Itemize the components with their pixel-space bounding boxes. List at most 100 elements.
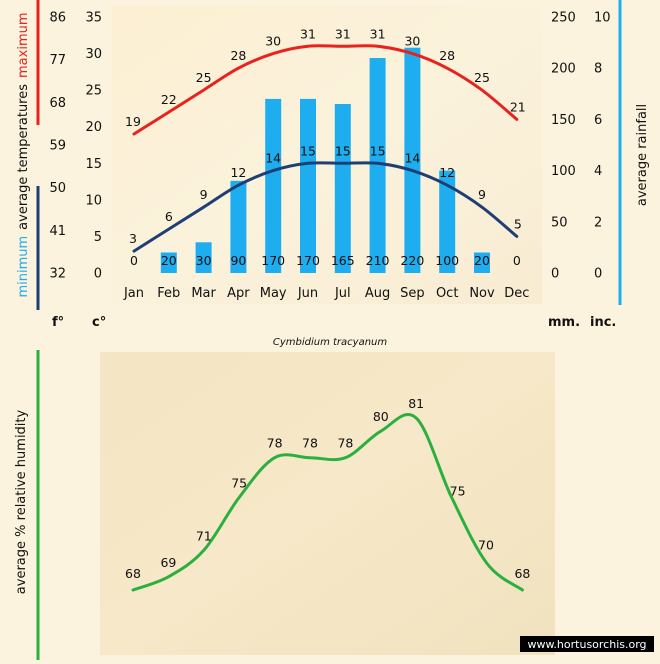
minimum-value-label: 12 <box>439 165 455 180</box>
rainfall-bar-feb <box>160 252 177 273</box>
month-tick-label: Aug <box>365 286 390 301</box>
humidity-value-label: 81 <box>408 396 424 411</box>
rainfall-axis-label: average rainfall <box>635 104 650 206</box>
inch-unit-label: inc. <box>590 315 616 330</box>
minimum-value-label: 9 <box>478 187 486 202</box>
millimeter-tick-label: 150 <box>551 113 576 128</box>
humidity-value-label: 70 <box>478 538 494 553</box>
axes-ticks: Jan Feb Mar Apr May Jun Jul Aug Sep Oct Nov Dec 0 5 10… <box>49 11 610 302</box>
rainfall-bar-apr <box>230 180 247 273</box>
humidity-value-label: 71 <box>196 528 212 543</box>
rainfall-bar-mar <box>195 242 212 273</box>
fahrenheit-unit-label: f° <box>52 315 64 330</box>
maximum-value-label: 25 <box>474 70 490 85</box>
maximum-value-label: 22 <box>161 92 177 107</box>
celsius-tick-label: 35 <box>85 11 102 26</box>
month-tick-label: Apr <box>227 286 250 301</box>
inch-tick-label: 8 <box>594 62 602 77</box>
humidity-value-label: 75 <box>450 483 466 498</box>
rainfall-value-label: 170 <box>296 253 320 268</box>
month-tick-label: Feb <box>157 286 180 301</box>
rainfall-value-label: 0 <box>130 253 138 268</box>
temperature-plot-background <box>112 6 542 304</box>
minimum-value-label: 3 <box>129 231 137 246</box>
humidity-value-label: 68 <box>514 566 530 581</box>
rainfall-bars <box>160 47 490 274</box>
millimeter-tick-label: 200 <box>551 62 576 77</box>
millimeter-tick-label: 100 <box>551 164 576 179</box>
rainfall-bar-may <box>265 98 282 274</box>
minimum-temperature-line <box>132 161 519 253</box>
month-tick-label: Jan <box>123 286 144 301</box>
inch-tick-label: 2 <box>594 215 602 230</box>
rainfall-bar-aug <box>369 58 386 273</box>
humidity-value-label: 78 <box>267 436 283 451</box>
watermark-text: www.hortusorchis.org <box>527 638 646 651</box>
minimum-value-label: 15 <box>300 143 316 158</box>
month-tick-label: Dec <box>504 286 529 301</box>
maximum-value-label: 28 <box>439 48 455 63</box>
inch-tick-label: 6 <box>594 113 602 128</box>
millimeter-tick-label: 50 <box>551 215 568 230</box>
fahrenheit-tick-label: 77 <box>49 53 66 68</box>
millimeter-tick-label: 250 <box>551 11 576 26</box>
celsius-tick-label: 15 <box>85 157 102 172</box>
maximum-value-label: 25 <box>196 70 212 85</box>
rainfall-bar-sep <box>404 47 421 274</box>
rainfall-value-label: 20 <box>474 253 490 268</box>
inch-tick-label: 0 <box>594 267 602 282</box>
rainfall-bar-nov <box>474 252 490 273</box>
rainfall-value-label: 0 <box>513 253 521 268</box>
rainfall-bar-oct <box>439 170 456 273</box>
humidity-value-label: 69 <box>160 555 176 570</box>
maximum-value-label: 31 <box>300 26 316 41</box>
maximum-value-label: 30 <box>404 34 420 49</box>
minimum-value-label: 9 <box>200 187 208 202</box>
month-tick-label: May <box>260 286 287 301</box>
month-tick-label: Sep <box>400 286 425 301</box>
celsius-tick-label: 20 <box>85 120 102 135</box>
fahrenheit-tick-label: 41 <box>49 224 66 239</box>
millimeter-unit-label: mm. <box>548 315 580 330</box>
celsius-tick-label: 5 <box>94 230 102 245</box>
minimum-value-label: 5 <box>514 216 522 231</box>
inch-tick-label: 4 <box>594 164 602 179</box>
month-tick-label: Jun <box>297 286 318 301</box>
celsius-tick-label: 10 <box>85 193 102 208</box>
minimum-value-label: 15 <box>370 143 386 158</box>
maximum-label: maximum <box>16 12 31 78</box>
humidity-value-label: 75 <box>231 475 247 490</box>
rainfall-value-label: 100 <box>435 253 459 268</box>
fahrenheit-tick-label: 50 <box>49 181 66 196</box>
month-tick-label: Jul <box>334 286 351 301</box>
fahrenheit-tick-label: 59 <box>49 139 66 154</box>
fahrenheit-tick-label: 32 <box>49 267 66 282</box>
humidity-plot-background <box>100 352 555 655</box>
maximum-value-label: 21 <box>510 99 526 114</box>
rainfall-value-label: 170 <box>261 253 285 268</box>
maximum-value-label: 30 <box>265 34 281 49</box>
average-temperatures-label: average temperatures <box>16 84 31 230</box>
minimum-value-label: 12 <box>230 165 246 180</box>
rainfall-value-label: 90 <box>230 253 246 268</box>
humidity-value-label: 78 <box>337 436 353 451</box>
rainfall-value-label: 220 <box>400 253 424 268</box>
inch-tick-label: 10 <box>594 11 611 26</box>
celsius-tick-label: 0 <box>94 267 102 282</box>
rainfall-value-label: 20 <box>161 253 177 268</box>
fahrenheit-tick-label: 68 <box>49 96 66 111</box>
maximum-value-label: 31 <box>370 26 386 41</box>
humidity-axis-label: average % relative humidity <box>14 409 29 594</box>
minimum-value-label: 14 <box>404 151 420 166</box>
maximum-temperature-line <box>132 44 519 136</box>
humidity-value-label: 80 <box>373 409 389 424</box>
rainfall-value-label: 165 <box>331 253 355 268</box>
celsius-tick-label: 25 <box>85 84 102 99</box>
maximum-value-label: 28 <box>230 48 246 63</box>
minimum-label: minimum <box>16 236 31 298</box>
minimum-value-label: 6 <box>165 209 173 224</box>
rainfall-bar-jun <box>300 98 316 274</box>
